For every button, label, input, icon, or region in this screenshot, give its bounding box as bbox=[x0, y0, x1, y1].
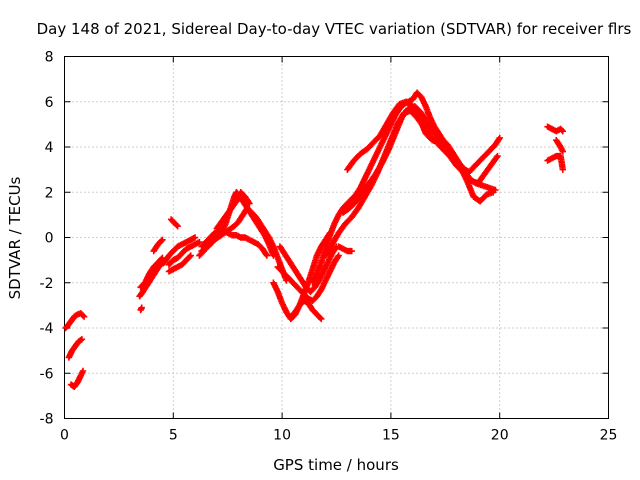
data-point bbox=[173, 221, 180, 229]
data-point bbox=[78, 336, 86, 343]
data-point bbox=[335, 252, 342, 259]
data-point bbox=[489, 189, 497, 196]
data-point bbox=[138, 304, 145, 311]
data-point bbox=[158, 237, 165, 245]
data-point bbox=[79, 312, 87, 319]
data-point bbox=[318, 315, 325, 323]
x-tick-label: 20 bbox=[491, 428, 509, 444]
data-point bbox=[174, 222, 181, 230]
data-point bbox=[158, 255, 165, 263]
data-point bbox=[559, 148, 567, 155]
y-tick-label: -8 bbox=[40, 412, 54, 428]
y-tick-label: 6 bbox=[45, 95, 54, 111]
data-point bbox=[246, 200, 253, 207]
axis-ticks: 0 5 10 15 20 25 -8 -6 -4 -2 0 2 4 6 8 bbox=[40, 50, 618, 444]
x-tick-label: 10 bbox=[273, 428, 291, 444]
data-point bbox=[493, 154, 500, 161]
data-point bbox=[263, 252, 271, 259]
data-point bbox=[494, 152, 501, 160]
data-point bbox=[558, 126, 565, 134]
data-point bbox=[559, 127, 567, 135]
data-point bbox=[196, 238, 203, 246]
y-tick-label: 0 bbox=[45, 231, 54, 247]
data-point bbox=[496, 134, 503, 142]
chart-title: Day 148 of 2021, Sidereal Day-to-day VTE… bbox=[37, 20, 632, 38]
data-point bbox=[80, 313, 88, 320]
y-tick-label: -4 bbox=[40, 321, 54, 337]
x-tick-label: 0 bbox=[60, 428, 69, 444]
x-axis-label: GPS time / hours bbox=[273, 456, 399, 474]
y-tick-label: 2 bbox=[45, 185, 54, 201]
data-point bbox=[159, 254, 166, 262]
x-tick-label: 25 bbox=[600, 428, 618, 444]
data-point bbox=[186, 253, 193, 260]
y-tick-label: 8 bbox=[45, 50, 54, 66]
y-tick-label: -2 bbox=[40, 276, 54, 292]
data-point bbox=[191, 234, 199, 241]
data-point bbox=[187, 252, 194, 259]
data-point bbox=[316, 314, 324, 322]
data-marks bbox=[62, 89, 567, 391]
y-axis-label: SDTVAR / TECUs bbox=[6, 176, 24, 299]
x-tick-label: 5 bbox=[169, 428, 178, 444]
data-point bbox=[159, 236, 166, 243]
data-point bbox=[348, 247, 355, 255]
x-tick-label: 15 bbox=[382, 428, 400, 444]
data-point bbox=[79, 367, 87, 375]
y-tick-label: -6 bbox=[40, 366, 54, 382]
data-point bbox=[559, 166, 567, 173]
y-tick-label: 4 bbox=[45, 140, 54, 156]
